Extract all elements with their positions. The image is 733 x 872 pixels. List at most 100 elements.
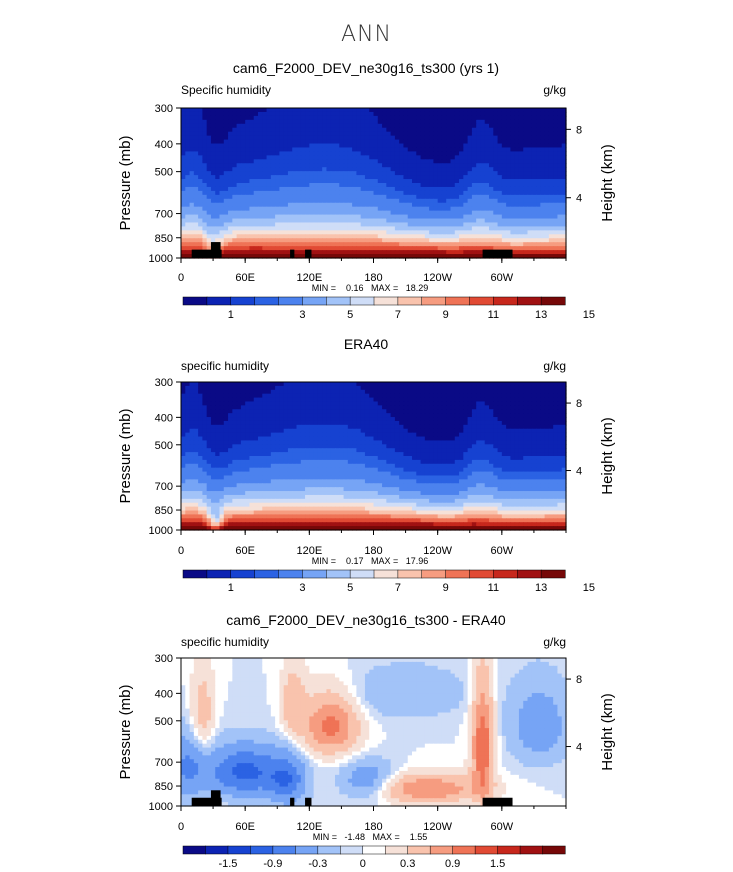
field-cell (493, 428, 499, 434)
field-cell (527, 405, 533, 410)
field-cell (394, 175, 400, 180)
field-cell (531, 163, 537, 168)
field-cell (548, 214, 554, 220)
field-cell (514, 246, 520, 251)
field-cell (317, 424, 323, 430)
field-cell (429, 151, 434, 156)
field-cell (210, 202, 216, 208)
field-cell (536, 214, 541, 220)
field-cell (407, 179, 413, 184)
field-cell (382, 218, 387, 224)
field-cell (266, 242, 272, 247)
field-cell (489, 234, 494, 239)
field-cell (206, 115, 212, 121)
field-cell (377, 163, 383, 168)
field-cell (198, 214, 203, 220)
field-cell (399, 432, 405, 438)
field-cell (523, 108, 529, 113)
field-cell (540, 242, 546, 247)
field-cell (206, 234, 212, 239)
field-cell (446, 417, 452, 422)
field-cell (531, 409, 537, 414)
field-cell (450, 206, 456, 212)
field-cell (369, 405, 375, 410)
field-cell (249, 155, 255, 160)
field-cell (450, 210, 456, 216)
field-cell (326, 382, 332, 387)
field-cell (189, 417, 195, 422)
field-cell (489, 139, 494, 145)
field-cell (424, 186, 430, 192)
field-cell (236, 389, 242, 395)
field-cell (219, 171, 225, 176)
field-cell (463, 250, 469, 255)
field-cell (228, 226, 233, 231)
field-cell (185, 131, 191, 137)
field-cell (523, 135, 529, 141)
field-cell (489, 171, 494, 176)
field-cell (476, 409, 482, 414)
field-cell (531, 405, 537, 410)
field-cell (420, 171, 426, 176)
field-cell (536, 159, 541, 164)
field-cell (390, 202, 396, 208)
field-cell (249, 111, 255, 117)
field-cell (540, 210, 546, 216)
field-cell (206, 389, 212, 395)
field-cell (394, 143, 400, 149)
field-cell (296, 214, 302, 220)
field-cell (300, 230, 306, 235)
field-cell (193, 413, 199, 418)
field-cell (369, 226, 375, 231)
field-cell (441, 206, 447, 212)
field-cell (459, 413, 464, 418)
field-cell (202, 202, 208, 208)
field-cell (287, 401, 293, 406)
field-cell (339, 167, 345, 172)
field-cell (518, 428, 524, 434)
field-cell (253, 186, 259, 192)
field-cell (339, 147, 345, 153)
field-cell (364, 123, 370, 129)
field-cell (399, 234, 405, 239)
field-cell (360, 432, 366, 438)
field-cell (386, 246, 392, 251)
field-cell (228, 250, 233, 255)
field-cell (390, 131, 396, 137)
field-cell (275, 159, 280, 164)
field-cell (202, 401, 208, 406)
field-cell (249, 135, 255, 141)
field-cell (202, 175, 208, 180)
field-cell (484, 179, 490, 184)
field-cell (424, 179, 430, 184)
field-cell (484, 198, 490, 204)
field-cell (437, 234, 443, 239)
field-cell (510, 242, 516, 247)
field-cell (420, 190, 426, 196)
field-cell (373, 250, 379, 255)
field-cell (292, 210, 298, 216)
field-cell (501, 222, 507, 228)
field-cell (330, 151, 336, 156)
field-cell (437, 417, 443, 422)
field-cell (489, 413, 494, 418)
field-cell (262, 147, 268, 153)
field-cell (317, 242, 323, 247)
field-cell (429, 194, 434, 200)
field-cell (236, 127, 242, 133)
field-cell (471, 409, 477, 414)
field-cell (501, 401, 507, 406)
field-cell (240, 242, 246, 247)
field-cell (313, 413, 319, 418)
field-cell (514, 389, 520, 395)
field-cell (399, 183, 405, 188)
field-cell (471, 151, 477, 156)
field-cell (330, 246, 336, 251)
field-cell (531, 385, 537, 391)
field-cell (506, 155, 511, 160)
field-cell (437, 111, 443, 117)
field-cell (390, 436, 396, 442)
field-cell (185, 175, 191, 180)
field-cell (433, 175, 439, 180)
field-cell (437, 432, 443, 438)
